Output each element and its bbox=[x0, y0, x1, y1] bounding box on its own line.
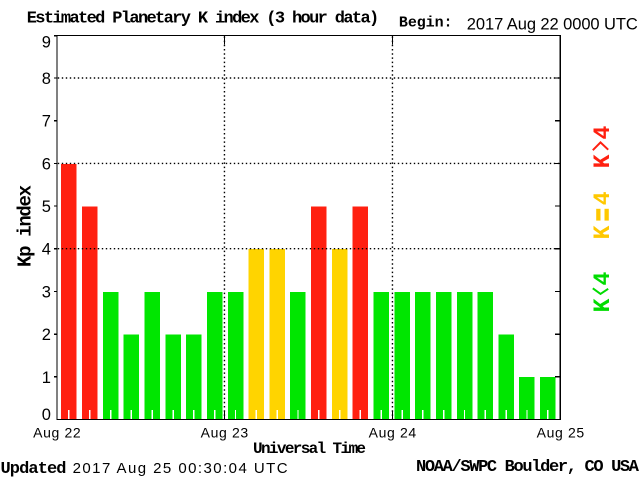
svg-text:2017 Aug 22 0000 UTC: 2017 Aug 22 0000 UTC bbox=[467, 16, 638, 34]
svg-text:4: 4 bbox=[590, 126, 616, 140]
svg-text:3: 3 bbox=[42, 283, 51, 301]
svg-text:1: 1 bbox=[42, 369, 51, 387]
svg-text:Aug 24: Aug 24 bbox=[369, 425, 417, 441]
svg-text:Begin:: Begin: bbox=[399, 14, 453, 31]
svg-text:4: 4 bbox=[590, 272, 616, 286]
svg-text:Updated: Updated bbox=[1, 460, 67, 479]
svg-text:Aug 23: Aug 23 bbox=[201, 425, 249, 441]
svg-text:4: 4 bbox=[42, 241, 51, 259]
svg-text:7: 7 bbox=[42, 113, 51, 131]
svg-text:5: 5 bbox=[42, 198, 51, 216]
svg-text:Universal Time: Universal Time bbox=[253, 440, 366, 458]
svg-text:NOAA/SWPC Boulder, CO USA: NOAA/SWPC Boulder, CO USA bbox=[416, 458, 640, 477]
svg-text:0: 0 bbox=[42, 406, 51, 424]
svg-text:K: K bbox=[590, 154, 616, 168]
svg-text:Aug 22: Aug 22 bbox=[33, 425, 81, 441]
svg-text:K: K bbox=[590, 298, 616, 312]
svg-text:9: 9 bbox=[42, 34, 51, 52]
svg-text:4: 4 bbox=[590, 191, 616, 205]
svg-text:K: K bbox=[590, 225, 616, 239]
svg-text:Kp index: Kp index bbox=[15, 185, 37, 267]
svg-text:Estimated Planetary K index (3: Estimated Planetary K index (3 hour data… bbox=[27, 9, 380, 28]
svg-text:2: 2 bbox=[42, 326, 51, 344]
svg-text:8: 8 bbox=[42, 70, 51, 88]
svg-text:6: 6 bbox=[42, 155, 51, 173]
svg-text:Aug 25: Aug 25 bbox=[537, 425, 585, 441]
svg-text:2017 Aug 25 00:30:04 UTC: 2017 Aug 25 00:30:04 UTC bbox=[73, 460, 288, 477]
